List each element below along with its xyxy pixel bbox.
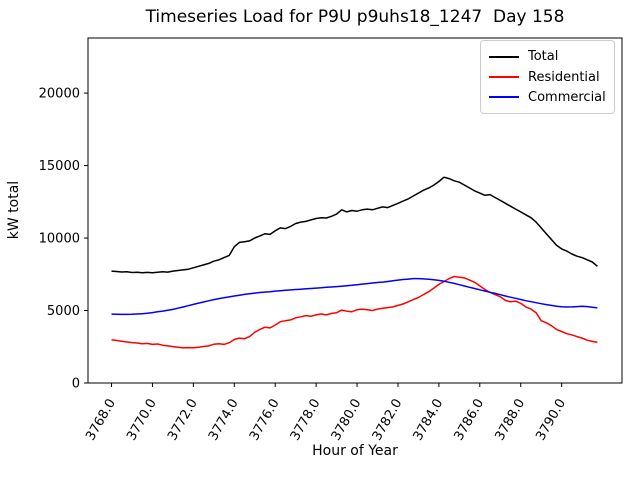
legend-line-swatch xyxy=(489,55,519,58)
legend-label: Commercial xyxy=(528,89,606,105)
legend-entry-residential: Residential xyxy=(489,71,606,84)
x-tick-label: 3772.0 xyxy=(165,397,201,444)
legend-label: Total xyxy=(528,49,559,65)
axes-spines xyxy=(87,37,623,384)
y-tick-label: 5000 xyxy=(47,304,80,319)
x-tick-label: 3774.0 xyxy=(206,397,242,444)
legend-line-swatch xyxy=(489,76,519,78)
series-line-commercial xyxy=(111,277,598,316)
x-tick-label: 3786.0 xyxy=(452,396,488,443)
y-axis-label: kW total xyxy=(6,180,22,240)
x-tick-label: 3788.0 xyxy=(492,397,528,444)
x-tick-label: 3784.0 xyxy=(411,397,447,444)
series-line-total xyxy=(111,176,598,274)
x-tick-label: 3776.0 xyxy=(247,397,283,444)
x-axis-label: Hour of Year xyxy=(312,443,398,459)
x-tick-label: 3790.0 xyxy=(533,397,569,444)
legend: Total Residential Commercial xyxy=(480,40,615,114)
y-tick-label: 10000 xyxy=(39,232,80,247)
legend-line-swatch xyxy=(489,96,519,99)
series-line-residential xyxy=(111,275,598,349)
legend-entry-commercial: Commercial xyxy=(489,91,606,104)
x-tick-label: 3782.0 xyxy=(370,397,406,444)
legend-label: Residential xyxy=(528,69,600,85)
y-tick-label: 15000 xyxy=(39,159,80,174)
y-tick-label: 0 xyxy=(72,377,80,392)
x-tick-label: 3778.0 xyxy=(288,397,324,444)
x-tick-label: 3770.0 xyxy=(124,397,160,444)
y-tick-label: 20000 xyxy=(39,87,80,102)
legend-entry-total: Total xyxy=(489,50,606,63)
x-tick-label: 3768.0 xyxy=(83,397,119,444)
x-tick-label: 3780.0 xyxy=(329,397,365,444)
chart-title: Timeseries Load for P9U p9uhs18_1247 Day… xyxy=(145,7,565,27)
